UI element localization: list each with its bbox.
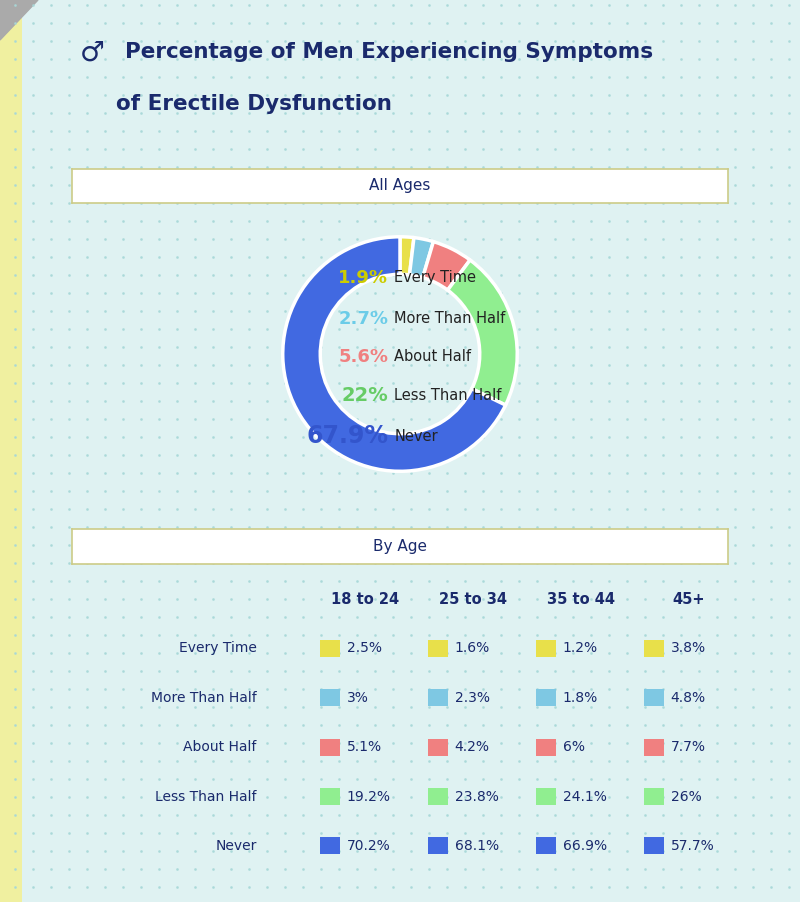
FancyBboxPatch shape: [644, 640, 664, 657]
Text: More Than Half: More Than Half: [151, 691, 257, 704]
Text: 45+: 45+: [673, 592, 705, 607]
Text: 1.8%: 1.8%: [562, 691, 598, 704]
Text: 26%: 26%: [670, 789, 702, 804]
Wedge shape: [422, 242, 470, 290]
Text: Never: Never: [215, 839, 257, 853]
Text: 57.7%: 57.7%: [670, 839, 714, 853]
Text: Less Than Half: Less Than Half: [155, 789, 257, 804]
Bar: [0, 0, 22, 902]
Text: 67.9%: 67.9%: [306, 424, 388, 448]
FancyBboxPatch shape: [428, 640, 448, 657]
FancyBboxPatch shape: [428, 739, 448, 756]
Text: 7.7%: 7.7%: [670, 741, 706, 754]
Text: 19.2%: 19.2%: [347, 789, 391, 804]
FancyBboxPatch shape: [536, 837, 556, 854]
Text: 4.8%: 4.8%: [670, 691, 706, 704]
Text: 1.6%: 1.6%: [454, 641, 490, 656]
Text: 24.1%: 24.1%: [562, 789, 606, 804]
FancyBboxPatch shape: [320, 689, 340, 706]
FancyBboxPatch shape: [536, 640, 556, 657]
FancyBboxPatch shape: [320, 640, 340, 657]
Text: 3%: 3%: [347, 691, 369, 704]
Text: All Ages: All Ages: [370, 179, 430, 193]
Text: 5.1%: 5.1%: [347, 741, 382, 754]
FancyBboxPatch shape: [536, 689, 556, 706]
FancyBboxPatch shape: [320, 837, 340, 854]
Text: 2.3%: 2.3%: [454, 691, 490, 704]
FancyBboxPatch shape: [428, 837, 448, 854]
FancyBboxPatch shape: [536, 739, 556, 756]
FancyBboxPatch shape: [428, 689, 448, 706]
Text: 18 to 24: 18 to 24: [330, 592, 399, 607]
Text: 5.6%: 5.6%: [338, 348, 388, 366]
FancyBboxPatch shape: [644, 739, 664, 756]
Text: 4.2%: 4.2%: [454, 741, 490, 754]
Text: 6%: 6%: [562, 741, 585, 754]
Text: Every Time: Every Time: [179, 641, 257, 656]
Wedge shape: [410, 237, 434, 278]
Wedge shape: [448, 260, 518, 405]
Wedge shape: [400, 237, 414, 275]
Text: 35 to 44: 35 to 44: [547, 592, 614, 607]
Text: 1.9%: 1.9%: [338, 269, 388, 287]
Text: 22%: 22%: [342, 385, 388, 405]
FancyBboxPatch shape: [644, 689, 664, 706]
Text: Every Time: Every Time: [394, 271, 476, 285]
Text: About Half: About Half: [183, 741, 257, 754]
Text: 70.2%: 70.2%: [347, 839, 390, 853]
Text: Never: Never: [394, 428, 438, 444]
FancyBboxPatch shape: [320, 788, 340, 805]
FancyBboxPatch shape: [536, 788, 556, 805]
FancyBboxPatch shape: [644, 788, 664, 805]
Text: 66.9%: 66.9%: [562, 839, 607, 853]
Text: 68.1%: 68.1%: [454, 839, 499, 853]
Text: By Age: By Age: [373, 539, 427, 554]
Text: Less Than Half: Less Than Half: [394, 388, 502, 402]
Text: About Half: About Half: [394, 349, 471, 364]
Text: 2.5%: 2.5%: [347, 641, 382, 656]
Wedge shape: [282, 237, 506, 471]
FancyBboxPatch shape: [428, 788, 448, 805]
Text: 3.8%: 3.8%: [670, 641, 706, 656]
Text: ♂: ♂: [80, 38, 105, 67]
Text: of Erectile Dysfunction: of Erectile Dysfunction: [116, 94, 392, 114]
Text: More Than Half: More Than Half: [394, 311, 506, 327]
FancyBboxPatch shape: [320, 739, 340, 756]
FancyBboxPatch shape: [644, 837, 664, 854]
Text: 23.8%: 23.8%: [454, 789, 498, 804]
Text: 2.7%: 2.7%: [338, 310, 388, 327]
Polygon shape: [0, 0, 38, 40]
Text: 1.2%: 1.2%: [562, 641, 598, 656]
Text: Percentage of Men Experiencing Symptoms: Percentage of Men Experiencing Symptoms: [125, 42, 653, 62]
Text: 25 to 34: 25 to 34: [438, 592, 507, 607]
